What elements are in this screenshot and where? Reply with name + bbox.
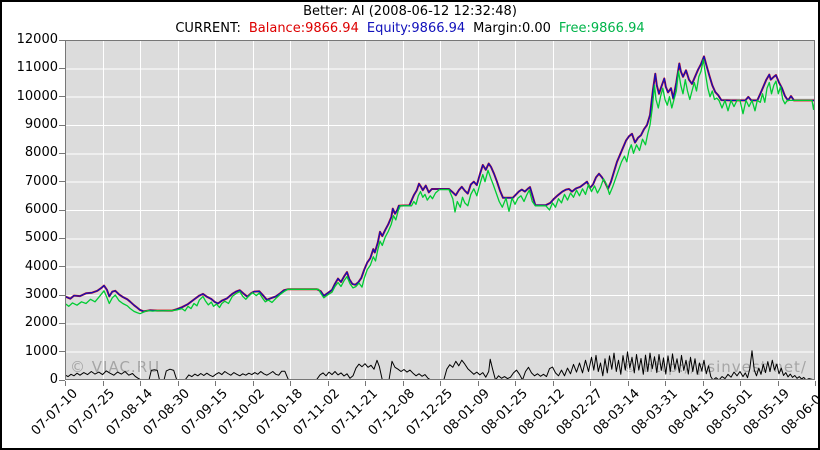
x-axis-tick [215, 381, 216, 386]
y-axis-tick [59, 322, 65, 324]
status-equity: Equity:9866.94 [366, 21, 466, 36]
y-axis-label: 9000 [24, 117, 58, 132]
y-axis-label: 1000 [24, 343, 58, 359]
x-axis-tick [65, 381, 66, 386]
y-axis-label: 3000 [24, 287, 58, 302]
y-axis-label: 12000 [16, 32, 58, 47]
y-axis-label: 5000 [24, 230, 58, 246]
x-axis-tick [290, 381, 291, 386]
page-title: Better: AI (2008-06-12 12:32:48) [303, 4, 517, 19]
y-axis-tick [59, 379, 65, 381]
x-axis-tick [590, 381, 591, 386]
y-axis-label: 6000 [24, 202, 58, 217]
x-axis-tick [140, 381, 141, 386]
y-axis-label: 0 [49, 372, 58, 387]
status-prefix: CURRENT: [175, 21, 241, 36]
x-axis-tick [740, 381, 741, 386]
status-margin: Margin:0.00 [473, 21, 551, 36]
x-axis-tick [552, 381, 554, 386]
chart-canvas [65, 40, 815, 380]
x-axis-tick [402, 381, 404, 386]
y-axis-label: 8000 [24, 145, 58, 161]
y-axis-tick [59, 96, 65, 98]
x-axis-tick [177, 381, 179, 386]
x-axis-tick [815, 381, 816, 386]
y-axis-tick [59, 39, 65, 41]
y-axis-label: 10000 [16, 88, 58, 104]
status-line: CURRENT: Balance:9866.94 Equity:9866.94 Mar… [2, 21, 818, 36]
status-balance: Balance:9866.94 [248, 21, 359, 36]
equity-line [65, 55, 815, 313]
y-axis-tick [59, 209, 65, 211]
x-axis-tick [440, 381, 441, 386]
y-axis-tick [59, 181, 65, 183]
y-axis-tick [59, 152, 65, 154]
x-axis-tick [327, 381, 329, 386]
y-axis-tick [59, 266, 65, 268]
y-axis-label: 11000 [16, 60, 58, 76]
margin-line [65, 350, 815, 380]
x-axis-tick [702, 381, 704, 386]
y-axis-label: 4000 [24, 258, 58, 274]
x-axis-tick [477, 381, 479, 386]
y-axis-tick [59, 237, 65, 239]
y-axis-tick [59, 67, 65, 69]
y-axis-tick [59, 351, 65, 353]
x-axis-tick [365, 381, 366, 386]
free-line [65, 59, 815, 315]
x-axis-tick [627, 381, 629, 386]
plot-area: © VIAC.RU © http://psinvest.net/ [65, 40, 815, 380]
x-axis-tick [777, 381, 779, 386]
x-axis-tick [665, 381, 666, 386]
x-axis-tick [515, 381, 516, 386]
watermark-left: © VIAC.RU [70, 358, 161, 376]
y-axis-tick [59, 294, 65, 296]
y-axis-tick [59, 124, 65, 126]
x-axis-tick [252, 381, 254, 386]
plot-border [65, 40, 815, 380]
x-axis-tick [102, 381, 104, 386]
y-axis-label: 2000 [24, 315, 58, 331]
y-axis-label: 7000 [24, 173, 58, 189]
status-free: Free:9866.94 [558, 21, 645, 36]
